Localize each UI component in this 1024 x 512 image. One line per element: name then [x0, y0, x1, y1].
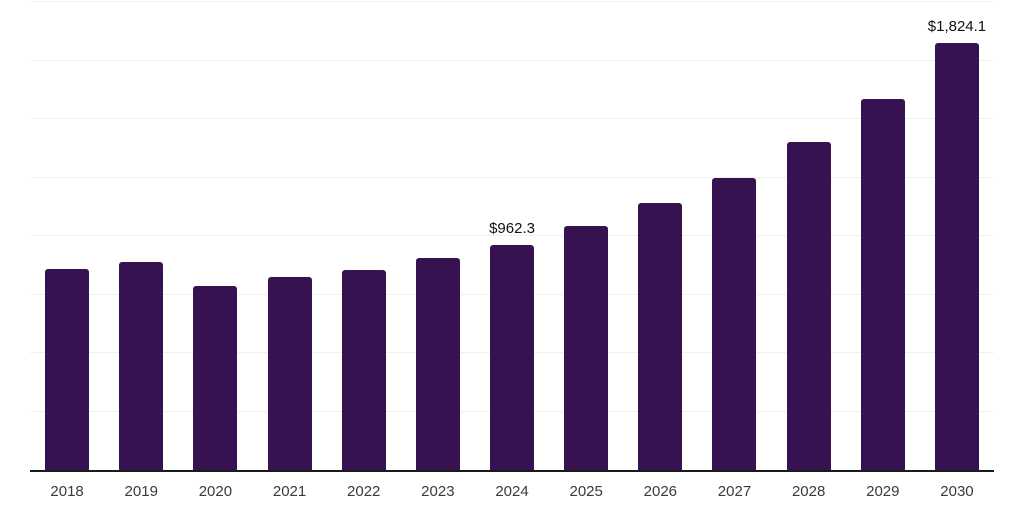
bar-slot-2021 [252, 2, 326, 470]
bar-2024 [490, 244, 535, 470]
bars-container: $962.3 $1,824.1 [30, 2, 994, 470]
bar-slot-2018 [30, 2, 104, 470]
bar-2030 [934, 43, 979, 470]
bar-slot-2027 [697, 2, 771, 470]
gridline [30, 1, 994, 2]
bar-2028 [786, 142, 831, 470]
bar-2029 [860, 98, 905, 470]
bar-2022 [341, 269, 386, 470]
bar-slot-2030: $1,824.1 [920, 2, 994, 470]
x-tick-label-2018: 2018 [50, 483, 84, 500]
bar-slot-2022 [327, 2, 401, 470]
x-tick-label-2026: 2026 [643, 483, 678, 500]
bar-2025 [564, 225, 609, 470]
x-tick-label-2030: 2030 [940, 483, 974, 500]
bar-slot-2028 [772, 2, 846, 470]
x-tick-label-2029: 2029 [866, 483, 900, 500]
gridline [30, 235, 994, 236]
bar-2023 [415, 258, 460, 470]
bar-2021 [267, 276, 312, 470]
bar-slot-2026 [623, 2, 697, 470]
x-tick-label-2027: 2027 [717, 483, 752, 500]
bar-slot-2029 [846, 2, 920, 470]
bar-slot-2025 [549, 2, 623, 470]
x-tick-label-2019: 2019 [124, 483, 158, 500]
bar-slot-2024: $962.3 [475, 2, 549, 470]
gridline [30, 176, 994, 178]
value-label-2030: $1,824.1 [927, 17, 987, 35]
x-tick-label-2025: 2025 [569, 483, 603, 500]
bar-slot-2023 [401, 2, 475, 470]
gridline [30, 118, 994, 119]
x-tick-label-2023: 2023 [421, 483, 455, 500]
bar-2019 [119, 262, 164, 470]
bar-2026 [638, 203, 683, 470]
x-tick-label-2024: 2024 [495, 483, 529, 500]
bar-2018 [45, 269, 90, 470]
value-label-2024: $962.3 [489, 219, 535, 237]
x-tick-label-2028: 2028 [791, 483, 826, 500]
bar-slot-2020 [178, 2, 252, 470]
x-axis-line [30, 470, 994, 472]
bar-slot-2019 [104, 2, 178, 470]
x-tick-label-2020: 2020 [198, 483, 233, 500]
gridline [30, 59, 994, 61]
x-axis-labels: 2018 2019 2020 2021 2022 2023 2024 2025 2026 2027… [30, 483, 994, 500]
bar-2027 [712, 177, 757, 470]
x-tick-label-2021: 2021 [272, 483, 307, 500]
bar-2020 [193, 286, 238, 470]
x-tick-label-2022: 2022 [347, 483, 381, 500]
plot-area: $962.3 $1,824.1 [30, 1, 994, 470]
